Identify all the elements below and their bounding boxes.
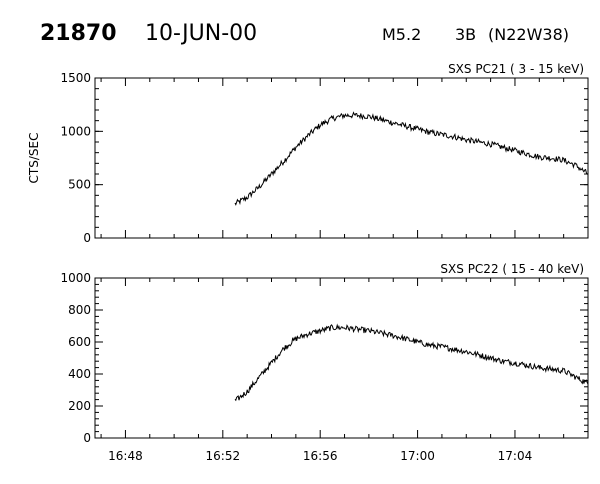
- x-tick-label: 16:56: [303, 449, 338, 463]
- optical-class: 3B: [455, 25, 476, 44]
- x-tick-label: 17:04: [498, 449, 533, 463]
- flare-location: (N22W38): [488, 25, 569, 44]
- series-line: [234, 111, 589, 206]
- y-axis-label: CTS/SEC: [27, 133, 41, 184]
- panel-title: SXS PC22 ( 15 - 40 keV): [440, 262, 584, 276]
- panel-pc22: SXS PC22 ( 15 - 40 keV) 0 200 400 600 800 1000…: [60, 262, 589, 463]
- y-tick-label: 600: [68, 335, 91, 349]
- series-line: [234, 323, 589, 402]
- panel-pc21: SXS PC21 ( 3 - 15 keV) 0 500 1000 1500 CTS/SE…: [27, 62, 589, 245]
- y-tick-label: 1500: [60, 71, 91, 85]
- x-tick-label: 17:00: [400, 449, 435, 463]
- event-date: 10-JUN-00: [145, 21, 257, 46]
- event-id: 21870: [40, 21, 117, 46]
- y-tick-label: 0: [83, 431, 91, 445]
- y-tick-label: 1000: [60, 124, 91, 138]
- y-tick-label: 800: [68, 303, 91, 317]
- panel-title: SXS PC21 ( 3 - 15 keV): [448, 62, 584, 76]
- y-tick-label: 400: [68, 367, 91, 381]
- y-tick-label: 500: [68, 178, 91, 192]
- x-tick-label: 16:48: [108, 449, 143, 463]
- y-tick-label: 1000: [60, 271, 91, 285]
- flare-class: M5.2: [382, 25, 421, 44]
- x-tick-label: 16:52: [206, 449, 241, 463]
- plot-frame: [94, 277, 589, 439]
- y-tick-label: 200: [68, 399, 91, 413]
- plot-frame: [94, 77, 589, 239]
- y-tick-label: 0: [83, 231, 91, 245]
